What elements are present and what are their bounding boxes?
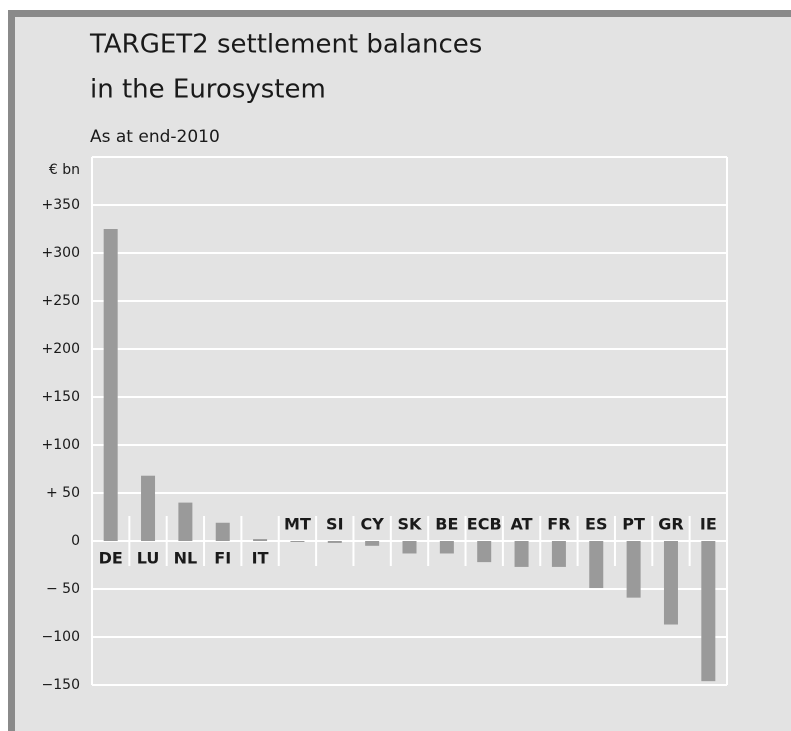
bar <box>253 539 268 541</box>
x-tick-label: ES <box>585 515 607 534</box>
y-tick-label: −150 <box>42 677 80 693</box>
chart-subtitle: As at end-2010 <box>90 127 220 147</box>
y-tick-label: 0 <box>71 533 80 549</box>
x-tick-label: GR <box>658 515 683 534</box>
x-tick-label: LU <box>137 549 160 568</box>
x-tick-label: PT <box>622 515 645 534</box>
x-tick-label: CY <box>360 515 384 534</box>
x-tick-label: IE <box>700 515 717 534</box>
y-tick-label: +350 <box>42 197 80 213</box>
x-tick-label: BE <box>435 515 458 534</box>
x-tick-label: FR <box>547 515 570 534</box>
y-tick-label: +100 <box>42 437 80 453</box>
bar <box>215 522 230 541</box>
bar <box>663 541 678 625</box>
y-tick-label: +150 <box>42 389 80 405</box>
bar <box>365 541 380 546</box>
bar <box>327 541 342 543</box>
y-tick-label: − 50 <box>46 581 80 597</box>
y-tick-label: +250 <box>42 293 80 309</box>
x-tick-label: ECB <box>467 515 502 534</box>
bar <box>477 541 492 563</box>
chart-title: in the Eurosystem <box>90 75 326 105</box>
x-tick-label: FI <box>214 549 231 568</box>
bar <box>701 541 716 682</box>
x-tick-label: SK <box>398 515 423 534</box>
x-tick-label: DE <box>99 549 123 568</box>
x-tick-label: IT <box>252 549 269 568</box>
chart-title: TARGET2 settlement balances <box>89 30 482 60</box>
y-tick-label: +200 <box>42 341 80 357</box>
bar <box>439 541 454 554</box>
x-tick-label: NL <box>174 549 198 568</box>
bar <box>514 541 529 567</box>
bar <box>402 541 417 554</box>
bar <box>290 541 305 542</box>
x-tick-label: AT <box>511 515 533 534</box>
y-axis-label: € bn <box>49 162 80 178</box>
y-tick-label: −100 <box>42 629 80 645</box>
bar <box>589 541 604 589</box>
panel <box>15 17 791 731</box>
bar <box>141 475 156 541</box>
bar <box>178 502 193 541</box>
y-tick-label: +300 <box>42 245 80 261</box>
x-tick-label: MT <box>284 515 311 534</box>
bar <box>626 541 641 598</box>
bar <box>103 229 118 541</box>
x-tick-label: SI <box>326 515 343 534</box>
bar <box>551 541 566 567</box>
y-tick-label: + 50 <box>46 485 80 501</box>
